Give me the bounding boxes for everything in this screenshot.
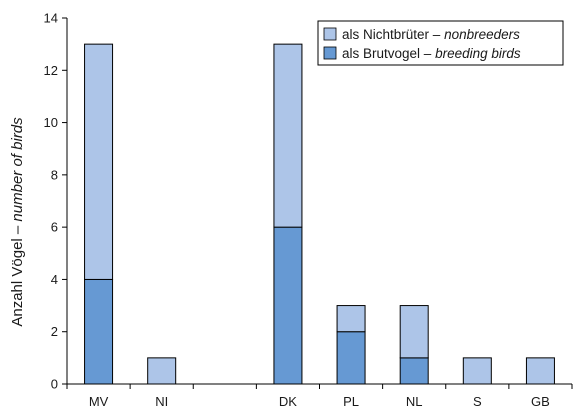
y-axis-title-main: Anzahl Vögel: [9, 238, 26, 326]
x-tick-label-mv: MV: [89, 394, 109, 409]
bar-s-nonbreeders: [462, 357, 492, 385]
y-axis-title-translation: number of birds: [9, 117, 26, 222]
legend-breeding-dash: –: [420, 46, 435, 61]
bar-dk-breeding: [273, 226, 303, 385]
x-tick-label-s: S: [473, 394, 482, 409]
bar-mv-nonbreeders: [84, 43, 114, 280]
legend-swatch-nonbreeders: [323, 27, 337, 41]
legend: als Nichtbrüter – nonbreeders als Brutvo…: [317, 20, 564, 66]
legend-nonbreeders-translation: nonbreeders: [444, 27, 520, 42]
bar-ni-nonbreeders: [147, 357, 177, 385]
bar-gb-nonbreeders: [525, 357, 555, 385]
x-tick-label-gb: GB: [531, 394, 550, 409]
x-tick-label-nl: NL: [406, 394, 423, 409]
legend-nonbreeders-dash: –: [429, 27, 444, 42]
y-tick-label-4: 4: [51, 272, 58, 287]
y-tick-label-2: 2: [51, 324, 58, 339]
x-axis: MV NI DK PL NL S GB: [66, 383, 573, 409]
y-axis: 0 2 4 6 8 10 12 14: [44, 11, 68, 392]
bar-pl-nonbreeders: [336, 305, 366, 333]
x-tick-label-dk: DK: [279, 394, 297, 409]
x-tick-label-pl: PL: [343, 394, 359, 409]
bar-nl-breeding: [399, 357, 429, 385]
legend-breeding-name: als Brutvogel: [342, 46, 420, 61]
bar-pl-breeding: [336, 331, 366, 385]
y-tick-label-0: 0: [51, 377, 58, 392]
legend-label-nonbreeders: als Nichtbrüter – nonbreeders: [342, 27, 520, 42]
y-tick-label-14: 14: [44, 11, 58, 26]
legend-swatch-breeding: [323, 46, 337, 60]
bar-mv-breeding: [84, 278, 114, 385]
y-tick-label-12: 12: [44, 63, 58, 78]
y-tick-label-8: 8: [51, 167, 58, 182]
legend-box: [317, 20, 564, 66]
bar-dk-nonbreeders: [273, 43, 303, 228]
bar-nl-nonbreeders: [399, 305, 429, 359]
bars-layer: [84, 43, 555, 385]
x-tick-label-ni: NI: [155, 394, 168, 409]
legend-nonbreeders-name: als Nichtbrüter: [342, 27, 430, 42]
y-tick-label-10: 10: [44, 115, 58, 130]
legend-label-breeding: als Brutvogel – breeding birds: [342, 46, 521, 61]
y-tick-label-6: 6: [51, 220, 58, 235]
y-axis-title-dash: –: [9, 222, 26, 239]
y-axis-title: Anzahl Vögel – number of birds: [9, 117, 26, 327]
legend-breeding-translation: breeding birds: [435, 46, 521, 61]
